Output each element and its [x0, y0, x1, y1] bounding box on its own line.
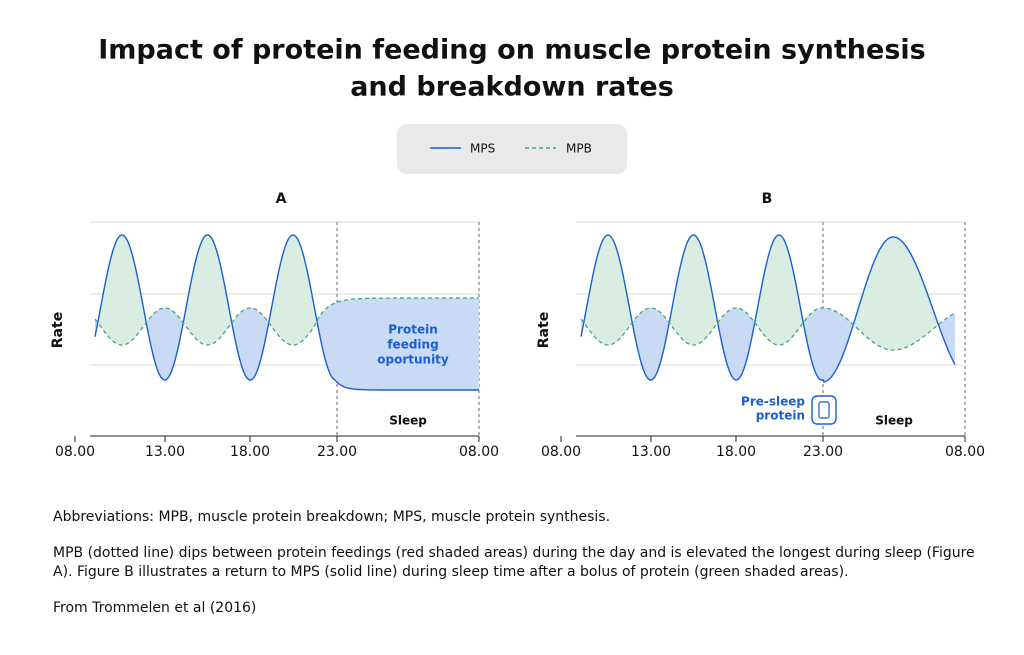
mpb-line	[580, 307, 956, 351]
note: A). Figure B illustrates a return to MPS…	[53, 564, 848, 580]
protein-icon	[811, 395, 837, 425]
x-tick-label: 23.00	[803, 444, 843, 460]
x-tick-label: 08.00	[541, 444, 581, 460]
legend-label: MPS	[470, 142, 495, 156]
mpb-line	[94, 297, 479, 346]
y-axis-label: Rate	[536, 312, 552, 348]
x-tick-label: 18.00	[716, 444, 756, 460]
title: and breakdown rates	[350, 72, 674, 103]
mps-line	[580, 234, 956, 383]
panel-label: A	[276, 191, 287, 207]
feeding-note: Protein	[388, 323, 438, 337]
x-tick-label: 18.00	[230, 444, 270, 460]
x-tick-label: 23.00	[317, 444, 357, 460]
x-tick-label: 08.00	[459, 444, 499, 460]
note: MPB (dotted line) dips between protein f…	[53, 545, 975, 561]
x-tick-label: 13.00	[145, 444, 185, 460]
synthesis-area	[581, 235, 955, 350]
pre-sleep-note: Pre-sleep	[741, 395, 805, 409]
protein-cup	[818, 401, 830, 419]
x-tick-label: 08.00	[55, 444, 95, 460]
panel-label: B	[762, 191, 773, 207]
pre-sleep-note: protein	[756, 409, 805, 423]
legend-label: MPB	[566, 142, 592, 156]
x-tick-label: 13.00	[631, 444, 671, 460]
sleep-label: Sleep	[389, 414, 427, 428]
title: Impact of protein feeding on muscle prot…	[98, 35, 926, 66]
sleep-label: Sleep	[875, 414, 913, 428]
note: From Trommelen et al (2016)	[53, 600, 256, 616]
y-axis-label: Rate	[50, 312, 66, 348]
note: Abbreviations: MPB, muscle protein break…	[53, 509, 610, 525]
feeding-note: oportunity	[377, 353, 449, 367]
x-tick-label: 08.00	[945, 444, 985, 460]
feeding-note: feeding	[387, 338, 438, 352]
legend-box	[397, 124, 627, 174]
mps-line	[94, 234, 479, 391]
